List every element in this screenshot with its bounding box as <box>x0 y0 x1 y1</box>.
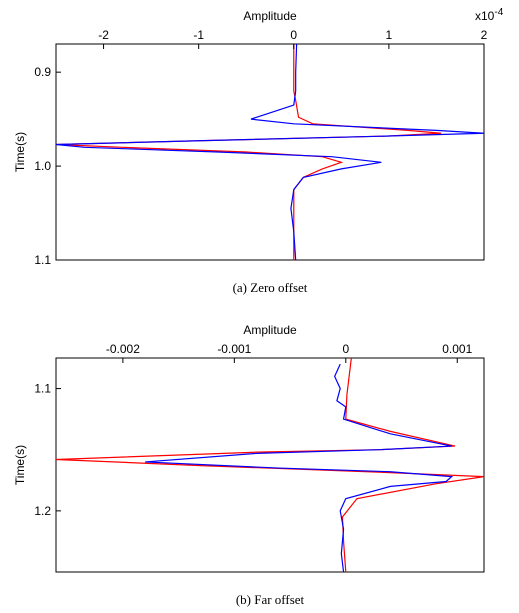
x-axis-title: Amplitude <box>243 9 297 23</box>
x-tick-label: -0.001 <box>217 342 251 356</box>
y-tick-label: 1.1 <box>34 382 51 396</box>
x-tick-label: 2 <box>481 28 488 42</box>
series-line-blue <box>145 363 454 573</box>
y-axis-title: Time(s) <box>13 132 27 172</box>
plot-frame <box>55 43 485 261</box>
series-line-red <box>55 44 442 260</box>
chart-far-offset: -0.002 -0.001 0 0.001 1.1 1.2 Amplitude Time(… <box>13 323 485 607</box>
tick-group: -2 -1 0 1 2 0.9 1.0 1.1 <box>34 28 487 267</box>
y-tick-label: 1.1 <box>34 253 51 267</box>
x-tick-label: 0.001 <box>442 342 472 356</box>
tick-group: -0.002 -0.001 0 0.001 1.1 1.2 <box>34 342 472 518</box>
x-tick-label: -2 <box>98 28 109 42</box>
series-line-red <box>55 357 485 573</box>
series-group <box>55 357 485 573</box>
x-tick-label: 1 <box>386 28 393 42</box>
y-tick-label: 1.2 <box>34 504 51 518</box>
x-tick-label: -1 <box>193 28 204 42</box>
y-tick-label: 1.0 <box>34 159 51 173</box>
caption-zero-offset: (a) Zero offset <box>233 280 308 295</box>
x-tick-label: -0.002 <box>106 342 140 356</box>
chart-zero-offset: -2 -1 0 1 2 0.9 1.0 1.1 Amplitude Time(s) x10-4… <box>13 7 504 295</box>
plot-frame <box>55 357 485 573</box>
y-tick-label: 0.9 <box>34 65 51 79</box>
x-multiplier-exponent: -4 <box>494 7 503 18</box>
x-multiplier-label: x10-4 <box>475 7 504 23</box>
caption-far-offset: (b) Far offset <box>236 592 305 607</box>
series-line-blue <box>55 43 485 261</box>
x-tick-label: 0 <box>342 342 349 356</box>
x-axis-title: Amplitude <box>243 323 297 337</box>
x-tick-label: 0 <box>290 28 297 42</box>
series-group <box>55 43 485 261</box>
y-axis-title: Time(s) <box>13 445 27 485</box>
